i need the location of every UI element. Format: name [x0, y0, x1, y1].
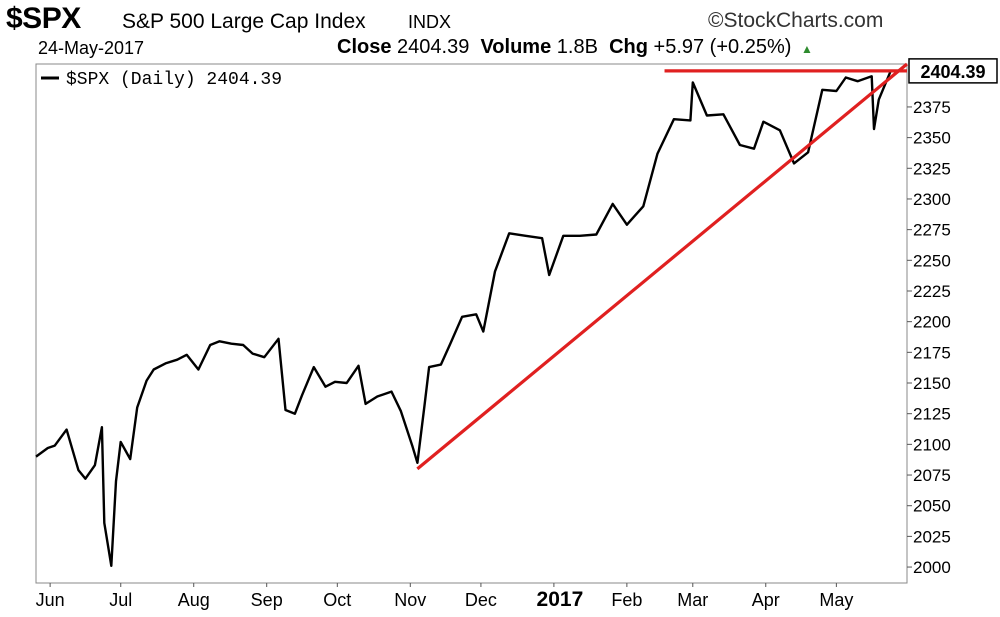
brand-watermark: ©StockCharts.com	[708, 9, 884, 32]
close-label: Close	[337, 36, 392, 58]
volume-label: Volume	[480, 36, 552, 58]
x-tick-label: Sep	[251, 590, 283, 610]
y-tick-label: 2150	[913, 374, 951, 393]
quote-stats: Close 2404.39 Volume 1.8B Chg +5.97 (+0.…	[337, 36, 813, 59]
up-arrow-icon: ▲	[800, 42, 813, 56]
x-tick-label: Aug	[178, 590, 210, 610]
last-value-box	[908, 58, 998, 84]
y-tick-label: 2250	[913, 251, 951, 270]
y-tick-label: 2025	[913, 527, 951, 546]
y-tick-label: 2225	[913, 282, 951, 301]
x-tick-label: Dec	[465, 590, 497, 610]
x-tick-label: Oct	[323, 590, 351, 610]
x-tick-label: May	[819, 590, 853, 610]
x-tick-label: Nov	[394, 590, 426, 610]
y-tick-label: 2275	[913, 221, 951, 240]
exchange-label: INDX	[408, 12, 452, 32]
y-tick-label: 2300	[913, 190, 951, 209]
quote-date: 24-May-2017	[38, 38, 145, 58]
y-tick-label: 2125	[913, 405, 951, 424]
y-tick-label: 2200	[913, 313, 951, 332]
y-tick-label: 2175	[913, 343, 951, 362]
x-tick-label: Jul	[109, 590, 132, 610]
y-tick-label: 2100	[913, 435, 951, 454]
y-tick-label: 2075	[913, 466, 951, 485]
close-value: 2404.39	[397, 36, 470, 58]
last-value-label: 2404.39	[920, 62, 985, 82]
y-tick-label: 2000	[913, 558, 951, 577]
plot-frame	[35, 63, 908, 584]
x-tick-label: Feb	[611, 590, 642, 610]
y-tick-label: 2050	[913, 497, 951, 516]
support-trendline	[416, 62, 909, 471]
price-line	[35, 70, 892, 567]
symbol-title: $SPX	[6, 2, 81, 35]
x-tick-label: Apr	[752, 590, 780, 610]
volume-value: 1.8B	[556, 36, 598, 58]
y-tick-label: 2325	[913, 159, 951, 178]
chg-label: Chg	[609, 36, 648, 58]
legend-label: $SPX (Daily) 2404.39	[66, 70, 282, 90]
x-tick-label: Jun	[36, 590, 65, 610]
chg-value: +5.97 (+0.25%)	[653, 36, 792, 58]
index-name: S&P 500 Large Cap Index	[122, 10, 366, 33]
x-tick-label: Mar	[677, 590, 708, 610]
y-tick-label: 2350	[913, 129, 951, 148]
x-tick-label: 2017	[537, 588, 584, 611]
y-tick-label: 2375	[913, 98, 951, 117]
